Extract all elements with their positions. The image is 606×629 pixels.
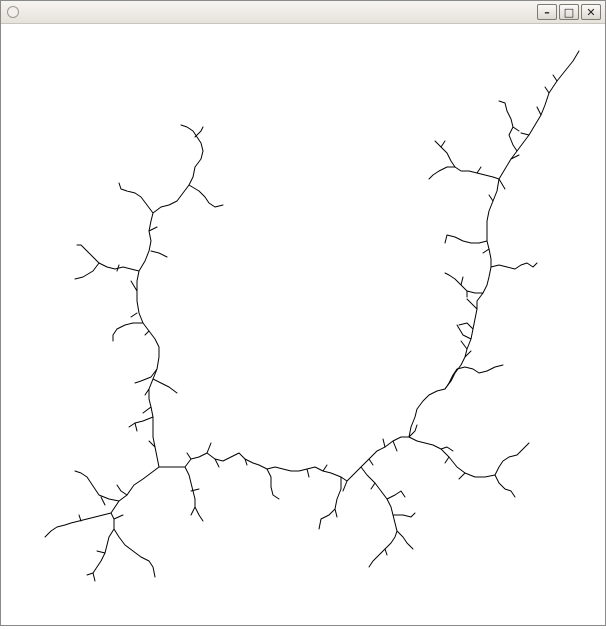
tree-twig bbox=[490, 262, 538, 270]
tree-twig bbox=[74, 262, 100, 280]
tree-twig bbox=[466, 298, 478, 310]
tree-twig bbox=[370, 482, 376, 490]
tree-twig bbox=[396, 530, 414, 550]
tree-twig bbox=[482, 248, 490, 254]
tree-twig bbox=[113, 528, 156, 578]
drawing-canvas[interactable] bbox=[1, 24, 605, 625]
tree-twig bbox=[498, 178, 506, 190]
tree-twig bbox=[100, 496, 106, 506]
fractal-tree bbox=[44, 50, 580, 582]
tree-twig bbox=[392, 440, 398, 452]
tree-twig bbox=[434, 140, 500, 180]
tree-twig bbox=[318, 476, 342, 530]
tree-twig bbox=[498, 100, 518, 152]
tree-twig bbox=[148, 440, 156, 448]
tree-twig bbox=[74, 470, 120, 502]
tree-twig bbox=[488, 194, 494, 202]
tree-twig bbox=[113, 514, 124, 520]
tree-twig bbox=[512, 126, 520, 132]
tree-twig bbox=[76, 244, 140, 272]
tree-twig bbox=[460, 340, 468, 350]
tree-twig bbox=[382, 438, 386, 448]
tree-twig bbox=[408, 424, 418, 438]
tree-twig bbox=[510, 154, 520, 160]
title-bar[interactable]: – □ ✕ bbox=[1, 1, 605, 24]
tree-twig bbox=[342, 480, 348, 492]
tree-twig bbox=[78, 514, 82, 522]
tree-trunk bbox=[110, 436, 496, 530]
tree-twig bbox=[456, 324, 472, 340]
tree-twig bbox=[458, 472, 466, 480]
tree-twig bbox=[116, 484, 128, 496]
tree-twig bbox=[194, 126, 204, 138]
tree-twig bbox=[116, 264, 120, 272]
close-button[interactable]: ✕ bbox=[581, 4, 601, 20]
tree-twig bbox=[214, 458, 220, 468]
tree-twig bbox=[444, 234, 488, 244]
tree-branch-left-arm bbox=[136, 124, 204, 468]
tree-twig bbox=[322, 464, 328, 472]
tree-twig bbox=[148, 226, 158, 232]
tree-twig bbox=[190, 488, 200, 492]
tree-twig bbox=[130, 312, 138, 318]
tree-twig bbox=[306, 468, 310, 478]
window-icon[interactable] bbox=[7, 6, 19, 18]
tree-twig bbox=[386, 490, 406, 500]
tree-twig bbox=[544, 86, 550, 94]
tree-twig bbox=[494, 474, 516, 498]
tree-twig bbox=[134, 368, 158, 384]
tree-twig bbox=[112, 322, 144, 342]
tree-twig bbox=[190, 506, 196, 516]
maximize-icon: □ bbox=[563, 5, 575, 19]
tree-twig bbox=[144, 330, 150, 336]
tree-twig bbox=[552, 74, 558, 82]
tree-twig bbox=[458, 322, 474, 330]
tree-twig bbox=[244, 458, 248, 466]
tree-twig bbox=[392, 512, 416, 518]
tree-twig bbox=[130, 280, 138, 292]
tree-twig bbox=[444, 364, 504, 390]
tree-twig bbox=[96, 550, 106, 554]
tree-twig bbox=[144, 388, 150, 396]
tree-twig bbox=[460, 276, 464, 286]
tree-twig bbox=[142, 406, 152, 414]
tree-twig bbox=[134, 422, 138, 432]
tree-twig bbox=[440, 446, 454, 452]
tree-twig bbox=[440, 140, 446, 148]
tree-twig bbox=[152, 378, 178, 394]
window-controls: – □ ✕ bbox=[537, 4, 601, 20]
close-icon: ✕ bbox=[586, 5, 596, 19]
tree-twig bbox=[444, 272, 484, 294]
tree-twig bbox=[86, 528, 115, 576]
tree-twig bbox=[368, 458, 374, 466]
tree-twig bbox=[266, 468, 280, 500]
maximize-button[interactable]: □ bbox=[559, 4, 579, 20]
tree-twig bbox=[188, 184, 224, 208]
tree-twig bbox=[494, 442, 530, 476]
tree-twig bbox=[118, 182, 154, 214]
tree-twig bbox=[186, 452, 192, 460]
tree-twig bbox=[384, 548, 388, 556]
minimize-button[interactable]: – bbox=[537, 4, 557, 20]
tree-twig bbox=[128, 416, 154, 428]
tree-twig bbox=[444, 456, 450, 464]
tree-twig bbox=[360, 466, 398, 568]
tree-twig bbox=[206, 442, 212, 454]
tree-twig bbox=[150, 250, 168, 258]
minimize-icon: – bbox=[544, 5, 550, 19]
tree-twig bbox=[536, 106, 542, 116]
tree-twig bbox=[428, 166, 456, 180]
tree-branch-right-arm bbox=[408, 50, 580, 438]
tree-twig bbox=[184, 466, 204, 522]
tree-twig bbox=[476, 166, 482, 174]
tree-twig bbox=[520, 132, 530, 136]
tree-twig bbox=[92, 572, 96, 582]
tree-twig bbox=[44, 512, 112, 538]
tree-twig bbox=[334, 508, 338, 518]
tree-twig bbox=[464, 350, 472, 358]
